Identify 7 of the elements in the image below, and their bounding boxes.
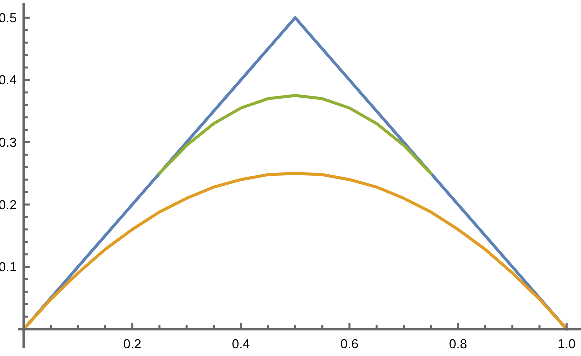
line-series [158,94,433,176]
line-series [22,172,568,331]
x-tick-label: 0.8 [449,336,468,352]
x-tick-label: 1.0 [558,336,576,352]
x-tick-label: 0.4 [232,336,250,352]
x-tick-label: 0.2 [124,336,142,352]
x-tick-label: 0.6 [340,336,359,352]
